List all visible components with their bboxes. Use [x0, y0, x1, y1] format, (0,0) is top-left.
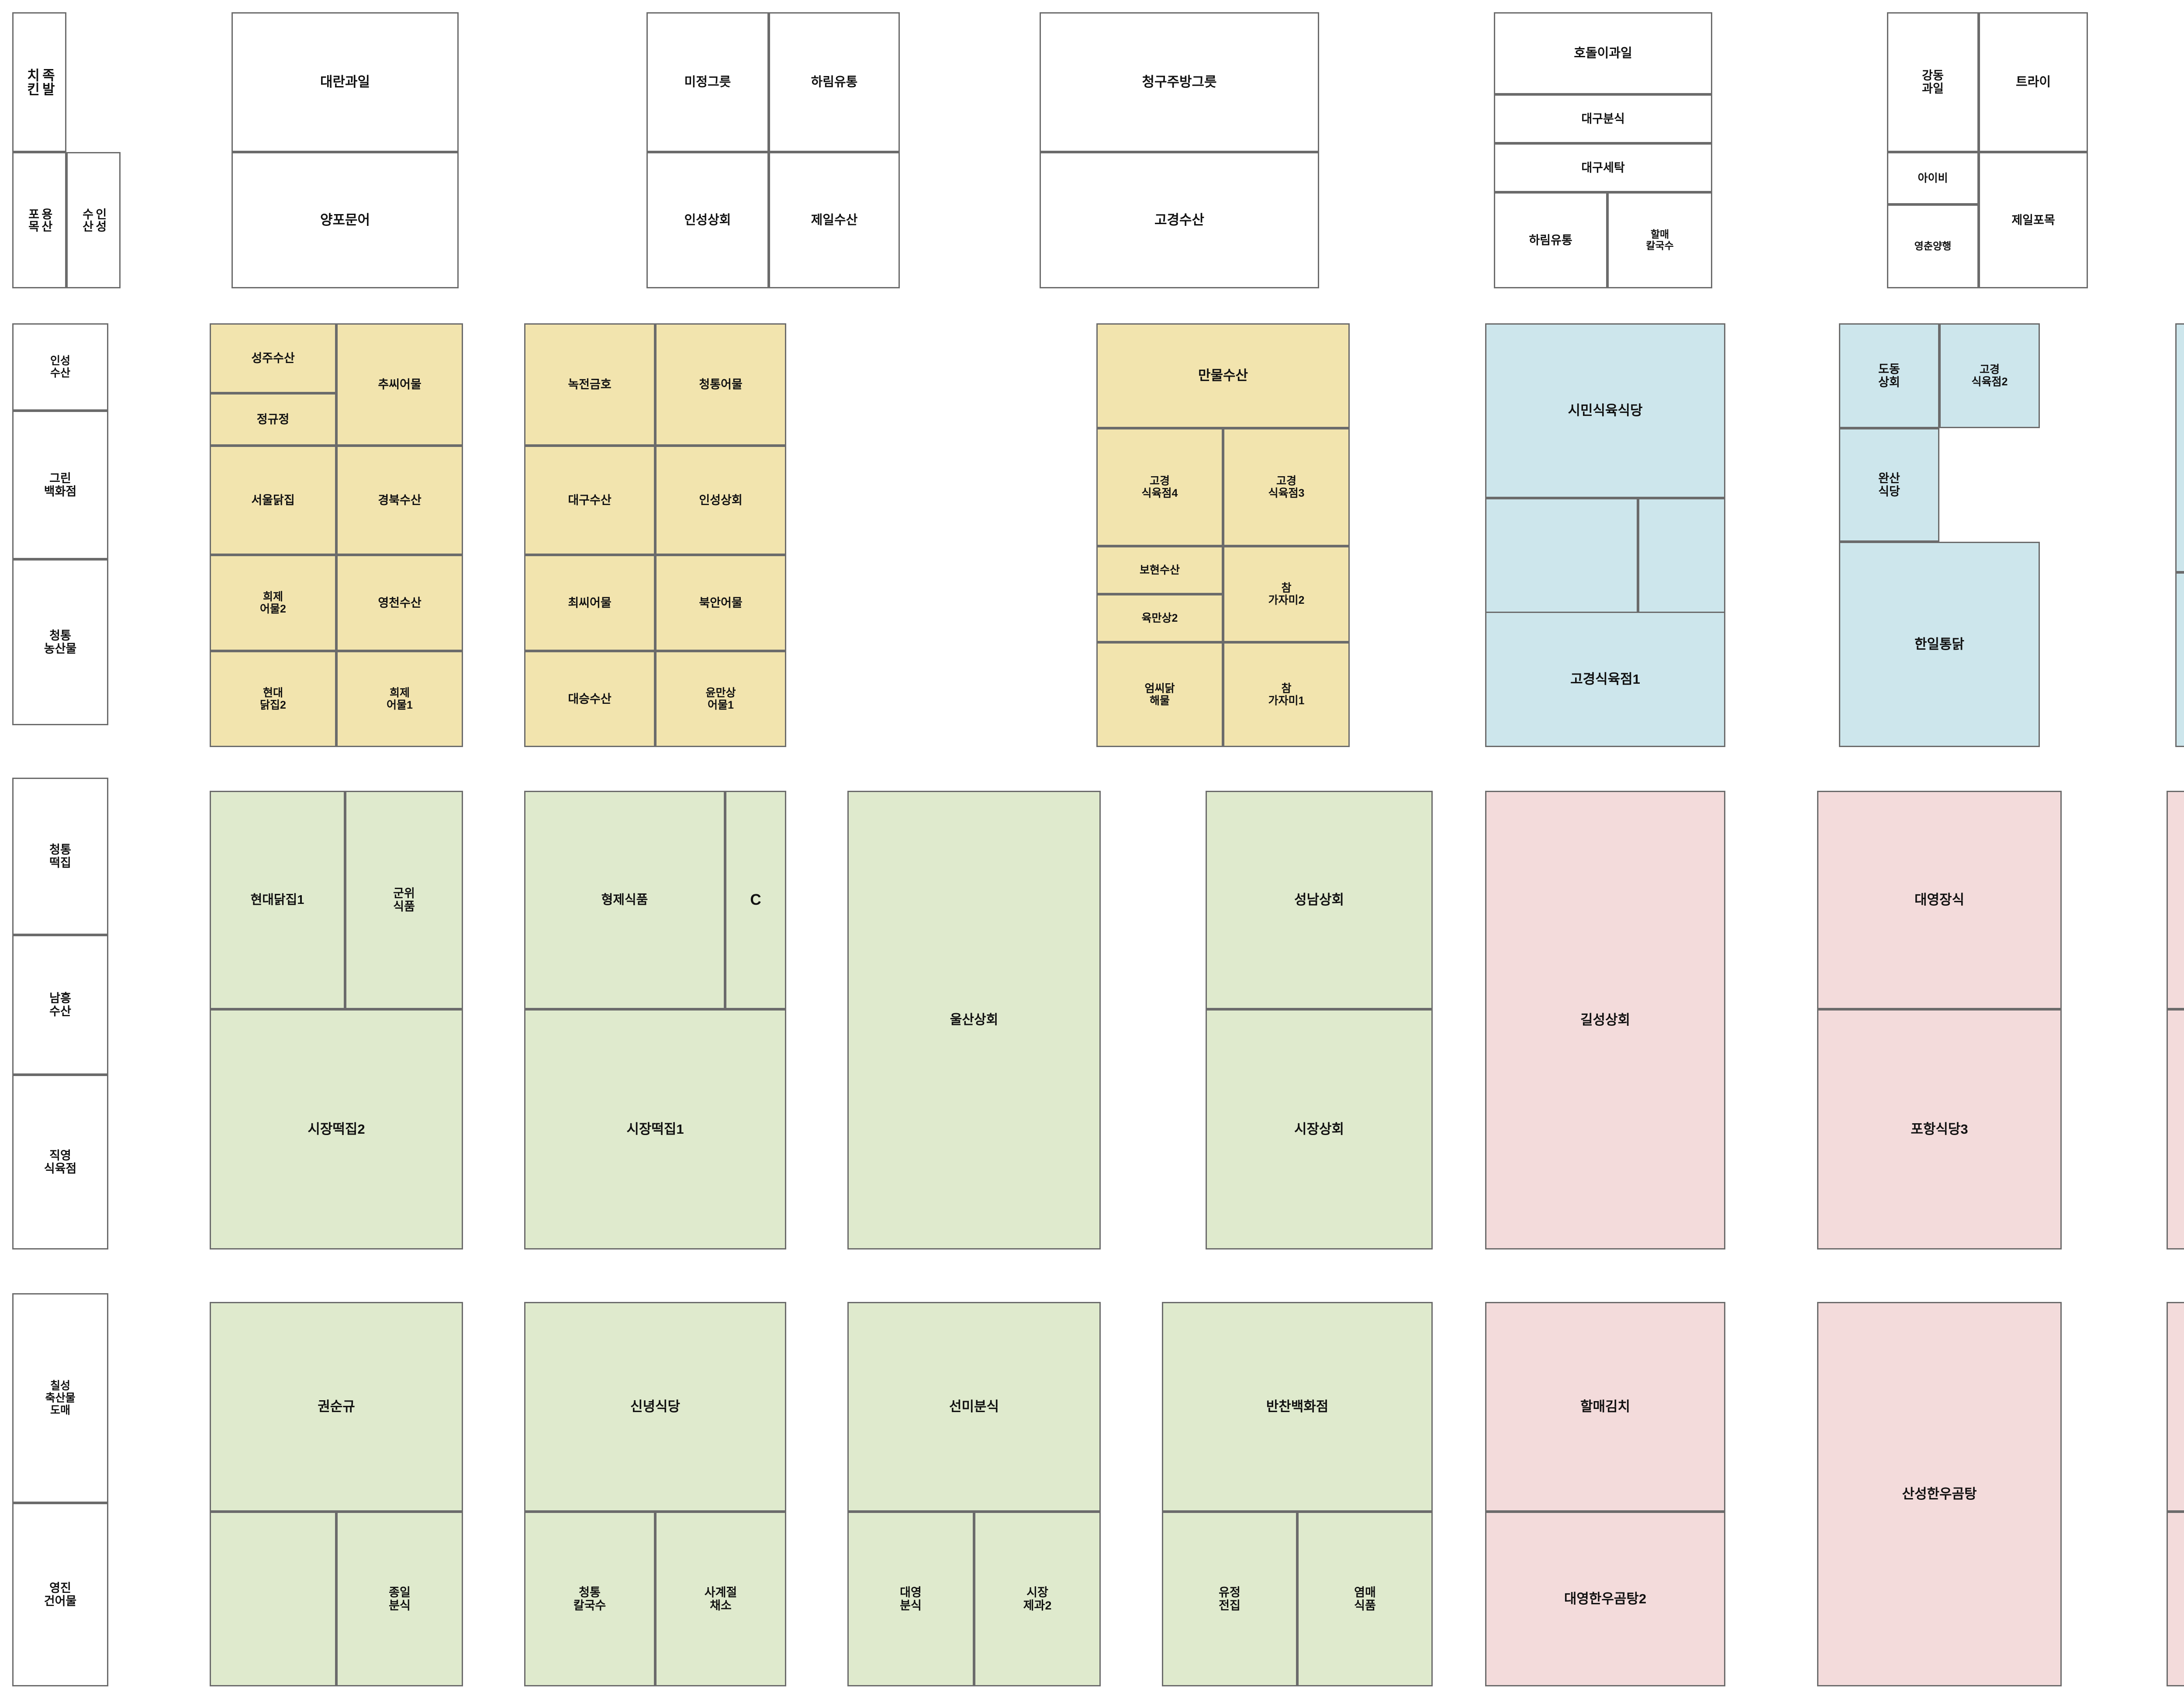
stall-cell[interactable]: 참 가자미1	[1223, 642, 1350, 747]
stall-cell[interactable]: 북안어물	[655, 555, 786, 651]
stall-cell[interactable]: 대구분식	[1494, 94, 1712, 143]
stall-cell[interactable]: 트라이	[1979, 12, 2088, 152]
stall-cell[interactable]: 중앙 신발	[2175, 572, 2184, 747]
stall-cell[interactable]: 성주수산	[210, 323, 336, 393]
stall-cell[interactable]: 희제 어물1	[336, 651, 463, 747]
stall-cell[interactable]: 완산 식당	[1839, 428, 1939, 542]
stall-cell[interactable]: 현대 닭집2	[210, 651, 336, 747]
stall-cell[interactable]: 정규정	[210, 393, 336, 446]
stall-cell[interactable]: 참 가자미2	[1223, 546, 1350, 642]
stall-cell[interactable]: 한일통닭	[1839, 542, 2040, 747]
stall-cell[interactable]: 청통 칼국수	[524, 1512, 655, 1686]
stall-cell[interactable]: 그린 백화점	[12, 411, 108, 559]
stall-cell[interactable]: 영천수산	[336, 555, 463, 651]
stall-cell[interactable]: 성남상회	[1206, 791, 1433, 1009]
stall-cell[interactable]: 윤만상 어물1	[655, 651, 786, 747]
stall-cell[interactable]: 청통 떡집	[12, 778, 108, 935]
stall-cell[interactable]: 대란과일	[232, 12, 459, 152]
stall-cell[interactable]: 인성 수산	[66, 152, 121, 288]
stall-cell[interactable]: 수동만물	[2167, 791, 2184, 1009]
stall-cell[interactable]: 신녕식당	[524, 1302, 786, 1512]
stall-cell[interactable]: 만물수산	[1096, 323, 1350, 428]
stall-cell[interactable]: 영춘양행	[1887, 204, 1979, 288]
stall-cell[interactable]: 대영장식	[1817, 791, 2062, 1009]
stall-area-block	[210, 1512, 336, 1686]
stall-cell[interactable]: 하림유통	[1494, 192, 1607, 288]
stall-cell[interactable]: 사계절 채소	[655, 1512, 786, 1686]
stall-cell[interactable]: 반찬백화점	[1162, 1302, 1433, 1512]
stall-cell[interactable]: 녹전금호	[524, 323, 655, 446]
stall-cell[interactable]: 선미분식	[847, 1302, 1101, 1512]
stall-cell[interactable]: 시장상회	[1206, 1009, 1433, 1249]
stall-cell[interactable]: 권순규	[210, 1302, 463, 1512]
stall-cell[interactable]: 도동 상회	[1839, 323, 1939, 428]
stall-cell[interactable]: 하림유통	[769, 12, 900, 152]
stall-cell[interactable]: 부산포목	[2167, 1512, 2184, 1686]
stall-cell[interactable]: 엄씨닭 해물	[1096, 642, 1223, 747]
stall-cell[interactable]: 시장떡집1	[524, 1009, 786, 1249]
stall-cell[interactable]: 고경 식육점4	[1096, 428, 1223, 546]
stall-cell[interactable]: 현대닭집1	[210, 791, 345, 1009]
stall-cell[interactable]: 산성한우곰탕	[1817, 1302, 2062, 1686]
stall-cell[interactable]: 대구수산	[524, 446, 655, 555]
stall-cell[interactable]: 희제 어물2	[210, 555, 336, 651]
stall-cell[interactable]: 포항식당1	[2167, 1009, 2184, 1249]
stall-cell[interactable]: 청구주방그릇	[1040, 12, 1319, 152]
stall-cell[interactable]: 인성상회	[655, 446, 786, 555]
stall-cell[interactable]: 인성상회	[646, 152, 769, 288]
stall-cell[interactable]: 할매김치	[1485, 1302, 1725, 1512]
stall-cell[interactable]: 영진 건어물	[12, 1503, 108, 1686]
stall-cell[interactable]: 육만상2	[1096, 594, 1223, 642]
stall-cell[interactable]: 염매 식품	[1297, 1512, 1433, 1686]
stall-cell[interactable]: 할매 칼국수	[1607, 192, 1712, 288]
stall-cell[interactable]: 제일포목	[1979, 152, 2088, 288]
stall-cell[interactable]: 족발 치킨	[12, 12, 66, 152]
stall-cell[interactable]: 대구세탁	[1494, 143, 1712, 192]
stall-cell[interactable]: 보현수산	[1096, 546, 1223, 594]
stall-cell[interactable]: 강동 과일	[1887, 12, 1979, 152]
stall-cell[interactable]: 최씨어물	[524, 555, 655, 651]
stall-cell[interactable]: 형제식품	[524, 791, 725, 1009]
stall-cell[interactable]: 미정그릇	[646, 12, 769, 152]
stall-cell[interactable]: 호돌이과일	[1494, 12, 1712, 94]
stall-cell[interactable]: 청통어물	[655, 323, 786, 446]
stall-cell[interactable]: 시장떡집2	[210, 1009, 463, 1249]
stall-cell[interactable]: 용산 포목	[12, 152, 66, 288]
stall-cell[interactable]: 군위 식품	[345, 791, 463, 1009]
stall-cell[interactable]: 포항식당2	[2167, 1302, 2184, 1512]
stall-cell[interactable]: 알뜰 수선	[2175, 323, 2184, 572]
stall-cell[interactable]: 시장 제과2	[974, 1512, 1101, 1686]
stall-cell[interactable]: 유정 전집	[1162, 1512, 1297, 1686]
stall-cell[interactable]: 고경 식육점2	[1939, 323, 2040, 428]
stall-cell[interactable]: 종일 분식	[336, 1512, 463, 1686]
stall-cell[interactable]: 울산상회	[847, 791, 1101, 1249]
stall-cell[interactable]: 고경수산	[1040, 152, 1319, 288]
stall-cell[interactable]: 경북수산	[336, 446, 463, 555]
stall-cell[interactable]: 제일수산	[769, 152, 900, 288]
stall-cell[interactable]: 서울닭집	[210, 446, 336, 555]
stall-cell[interactable]: 대승수산	[524, 651, 655, 747]
stall-cell[interactable]: 고경 식육점3	[1223, 428, 1350, 546]
stall-cell[interactable]: 청통 농산물	[12, 559, 108, 725]
stall-cell[interactable]: 양포문어	[232, 152, 459, 288]
stall-cell[interactable]: 길성상회	[1485, 791, 1725, 1249]
stall-cell[interactable]: 시민식육식당	[1485, 323, 1725, 498]
stall-cell[interactable]: 대영한우곰탕2	[1485, 1512, 1725, 1686]
stall-cell[interactable]: 포항식당3	[1817, 1009, 2062, 1249]
stall-cell[interactable]: 칠성 축산물 도매	[12, 1293, 108, 1503]
stall-cell[interactable]: C	[725, 791, 786, 1009]
stall-cell[interactable]: 인성 수산	[12, 323, 108, 411]
stall-cell[interactable]: 고경식육점1	[1485, 612, 1725, 747]
stall-cell[interactable]: 남흥 수산	[12, 935, 108, 1075]
stall-cell[interactable]: 아이비	[1887, 152, 1979, 204]
stall-cell[interactable]: 직영 식육점	[12, 1075, 108, 1249]
stall-cell[interactable]: 대영 분식	[847, 1512, 974, 1686]
stall-cell[interactable]: 추씨어물	[336, 323, 463, 446]
